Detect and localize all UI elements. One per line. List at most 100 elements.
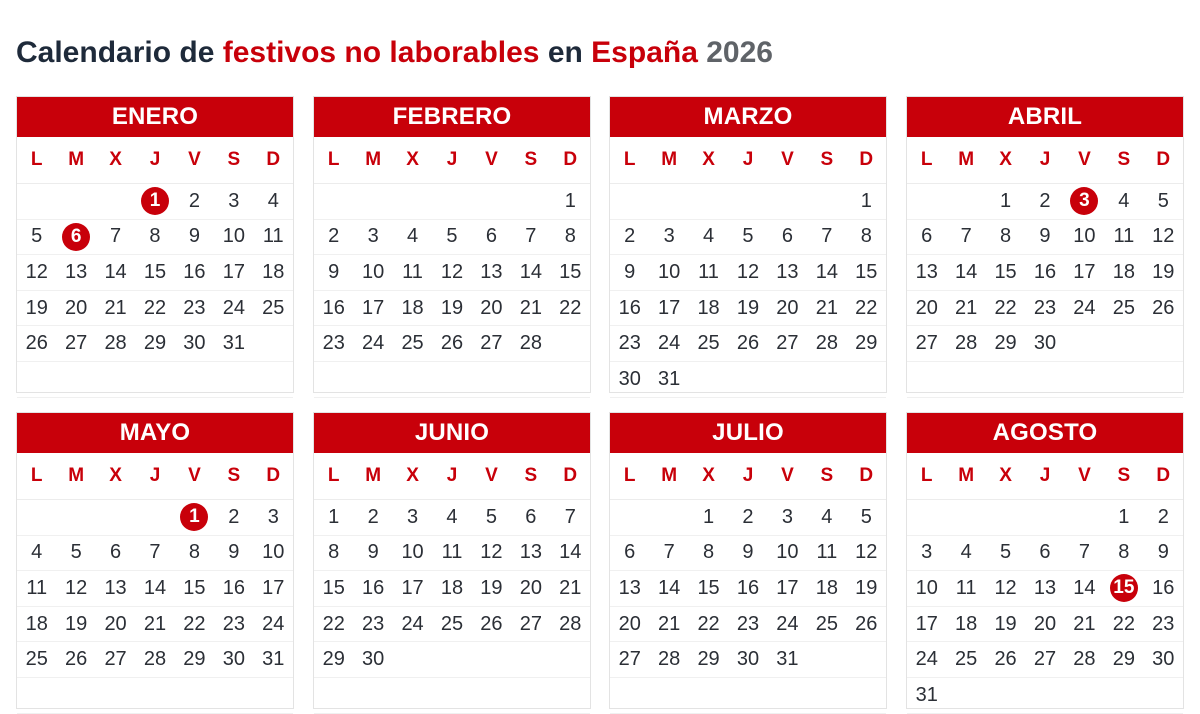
empty-day (511, 642, 550, 677)
empty-day (689, 678, 728, 713)
day-number: 27 (915, 332, 938, 355)
calendar-day: 26 (432, 326, 471, 361)
day-number: 21 (1073, 612, 1096, 635)
calendar-day: 9 (314, 255, 353, 290)
calendar-day: 16 (214, 571, 253, 606)
weekday-label: J (1039, 465, 1051, 486)
calendar-day: 20 (907, 291, 946, 326)
calendar-day: 10 (649, 255, 688, 290)
calendar-day: 19 (986, 607, 1025, 642)
day-number: 6 (110, 541, 122, 564)
calendar-day: 11 (393, 255, 432, 290)
day-number: 31 (262, 648, 285, 671)
calendar-day: 6 (768, 220, 807, 255)
day-number: 20 (480, 296, 503, 319)
empty-day (314, 362, 353, 397)
empty-day (807, 362, 846, 397)
holiday-day: 1 (135, 184, 174, 219)
empty-day (17, 362, 56, 397)
weekday-label: X (702, 149, 715, 170)
weekday-label: J (149, 465, 161, 486)
empty-day (689, 362, 728, 397)
weekday-label: M (661, 465, 678, 486)
day-number: 9 (367, 541, 379, 564)
empty-day (1104, 678, 1143, 713)
calendar-day: 15 (689, 571, 728, 606)
calendar-day: 20 (511, 571, 550, 606)
calendar-day: 13 (511, 536, 550, 571)
day-number: 9 (624, 260, 636, 283)
calendar-day: 5 (847, 500, 886, 535)
day-number: 5 (31, 225, 43, 248)
empty-day (946, 362, 985, 397)
day-number: 28 (559, 612, 582, 635)
calendar-day: 14 (649, 571, 688, 606)
day-number: 1 (140, 187, 169, 216)
calendar-day: 1 (314, 500, 353, 535)
day-number: 16 (618, 296, 641, 319)
weekday-label: V (485, 149, 498, 170)
day-number: 10 (658, 260, 681, 283)
day-number: 30 (1033, 332, 1057, 355)
weekday-label: X (406, 465, 419, 486)
week-row: 31 (907, 678, 1183, 714)
day-number: 18 (815, 576, 838, 599)
calendar-day: 2 (314, 220, 353, 255)
day-number: 2 (1039, 189, 1051, 212)
day-number: 4 (1118, 189, 1130, 212)
empty-day (56, 500, 95, 535)
day-number: 24 (1073, 296, 1096, 319)
day-number: 1 (860, 189, 872, 212)
day-number: 4 (446, 505, 458, 528)
day-number: 15 (559, 260, 582, 283)
day-number: 3 (781, 505, 793, 528)
day-number: 24 (222, 296, 245, 319)
day-number: 1 (703, 505, 715, 528)
day-number: 30 (1152, 648, 1175, 671)
calendar-day: 23 (314, 326, 353, 361)
day-number: 6 (485, 225, 497, 248)
empty-day (768, 362, 807, 397)
calendar-day: 23 (175, 291, 214, 326)
empty-day (1065, 326, 1104, 361)
day-number: 4 (821, 505, 833, 528)
calendar-day: 10 (254, 536, 293, 571)
weekday-label: V (485, 465, 498, 486)
day-number: 24 (401, 612, 424, 635)
calendar-day: 21 (946, 291, 985, 326)
day-number: 9 (1157, 541, 1169, 564)
empty-day (1065, 362, 1104, 397)
weekday-label: X (999, 465, 1012, 486)
empty-day (689, 184, 728, 219)
calendar-day: 3 (353, 220, 392, 255)
calendar-day: 27 (472, 326, 511, 361)
weekday-label: D (859, 149, 874, 170)
empty-day (96, 500, 135, 535)
day-number: 31 (222, 332, 245, 355)
weekday-label: L (30, 465, 43, 486)
calendar-day: 8 (1104, 536, 1143, 571)
calendar-day: 7 (96, 220, 135, 255)
day-number: 31 (915, 683, 938, 706)
calendar-day: 13 (96, 571, 135, 606)
empty-day (254, 362, 293, 397)
week-row: 30 31 (610, 362, 886, 398)
week-row: 10 11 12 13 14 15 16 (907, 571, 1183, 607)
calendar-day: 2 (1025, 184, 1064, 219)
calendar-day: 29 (314, 642, 353, 677)
day-number: 2 (1157, 505, 1169, 528)
day-number: 13 (104, 576, 127, 599)
month-name: FEBRERO (314, 97, 590, 137)
empty-day (1144, 326, 1183, 361)
holiday-day: 6 (56, 220, 95, 255)
week-row (17, 362, 293, 398)
calendar-day: 12 (17, 255, 56, 290)
day-number: 15 (855, 260, 878, 283)
weekday-label: J (446, 149, 458, 170)
calendar-day: 20 (56, 291, 95, 326)
month-agosto: AGOSTO L M X J V S D 1 2 3 4 5 6 7 8 9 10 11 12 13 14 15 16 17 18… (906, 412, 1184, 714)
week-row: 1 (610, 184, 886, 220)
calendar-day: 1 (986, 184, 1025, 219)
empty-day (610, 500, 649, 535)
calendar-day: 30 (214, 642, 253, 677)
